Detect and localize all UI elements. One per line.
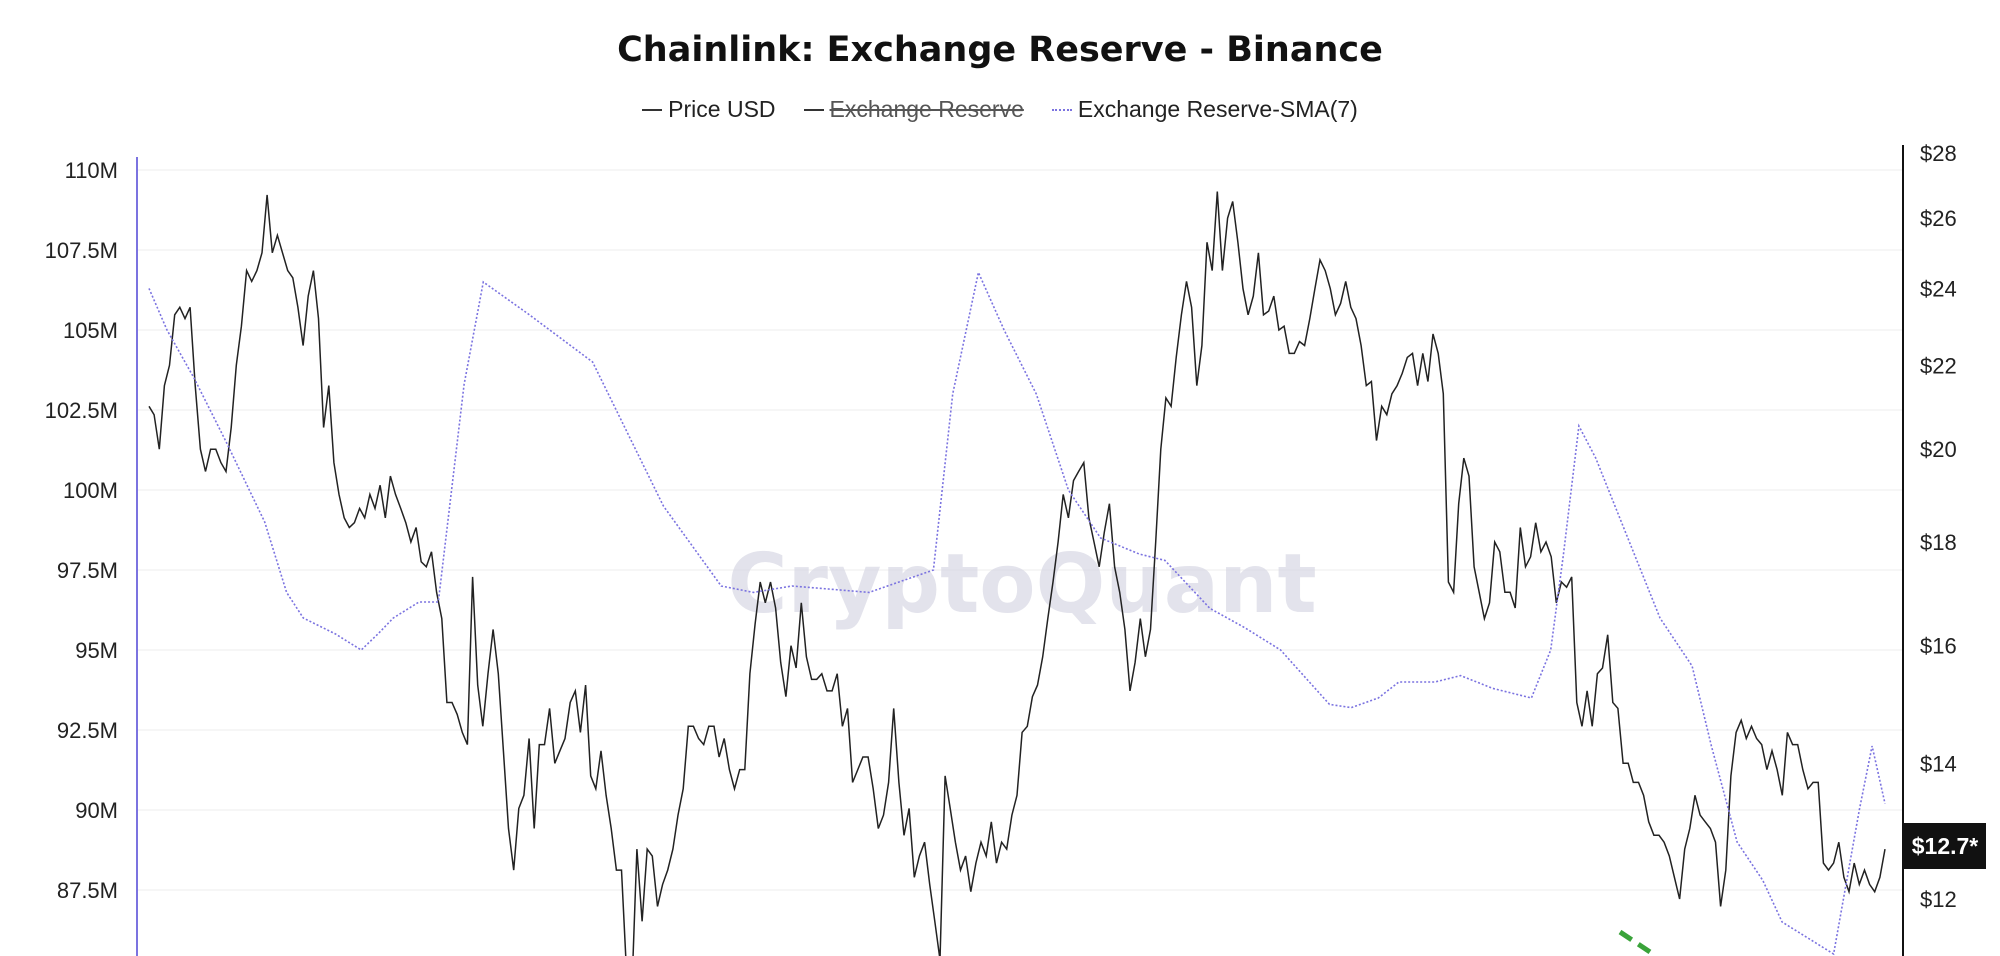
legend-item-exchange-reserve[interactable]: Exchange Reserve: [803, 96, 1024, 123]
right-tick-label: $28: [1920, 141, 1957, 166]
legend-item-sma[interactable]: Exchange Reserve-SMA(7): [1051, 96, 1358, 123]
right-tick-label: $12: [1920, 887, 1957, 912]
left-tick-label: 110M: [65, 158, 118, 183]
right-axis-ticks: $28 $26 $24 $22 $20 $18 $16 $14 $12: [1920, 141, 1957, 912]
green-dashed-annotation: [1618, 929, 1658, 956]
right-tick-label: $26: [1920, 206, 1957, 231]
left-tick-label: 90M: [75, 798, 118, 823]
right-tick-label: $18: [1920, 530, 1957, 555]
right-tick-label: $16: [1920, 634, 1957, 659]
legend: Price USD Exchange Reserve Exchange Rese…: [0, 96, 2000, 123]
current-price-badge: $12.7*: [1904, 823, 1986, 869]
right-tick-label: $20: [1920, 437, 1957, 462]
legend-item-price[interactable]: Price USD: [642, 96, 776, 123]
left-tick-label: 105M: [63, 318, 118, 343]
watermark-text: CryptoQuant: [727, 537, 1316, 632]
left-tick-label: 107.5M: [45, 238, 118, 263]
legend-swatch-price: [642, 108, 663, 111]
left-tick-label: 102.5M: [45, 398, 118, 423]
left-tick-label: 100M: [63, 478, 118, 503]
left-tick-label: 92.5M: [57, 718, 118, 743]
right-tick-label: $22: [1920, 353, 1957, 378]
left-tick-label: 95M: [75, 638, 118, 663]
right-tick-label: $24: [1920, 277, 1957, 302]
series-layer: [148, 191, 1886, 956]
right-tick-label: $14: [1920, 751, 1957, 776]
grid-layer: [137, 169, 1903, 891]
legend-swatch-sma: [1051, 108, 1072, 111]
legend-label-sma: Exchange Reserve-SMA(7): [1077, 96, 1358, 122]
left-tick-label: 97.5M: [57, 558, 118, 583]
left-axis-ticks: 110M 107.5M 105M 102.5M 100M 97.5M 95M 92.5M 90M…: [45, 158, 118, 903]
legend-label-exchange-reserve: Exchange Reserve: [829, 96, 1024, 122]
series-line-exchange-reserve-sma7: [148, 269, 1886, 956]
series-line-price-usd: [148, 191, 1886, 956]
chart-title: Chainlink: Exchange Reserve - Binance: [617, 30, 1383, 70]
left-tick-label: 87.5M: [57, 878, 118, 903]
legend-label-price: Price USD: [668, 96, 776, 122]
legend-swatch-exchange-reserve: [803, 108, 824, 111]
